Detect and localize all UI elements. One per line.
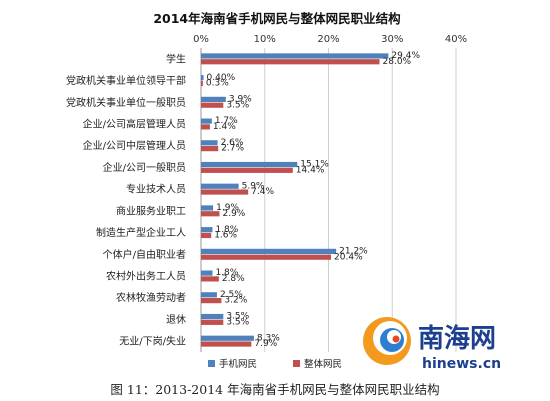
- bar-overall: [201, 298, 222, 304]
- bar-overall: [201, 211, 220, 217]
- bar-mobile: [201, 96, 226, 102]
- bar-mobile: [201, 227, 213, 233]
- bar-series: [201, 53, 389, 347]
- x-axis-ticks: 0% 10% 20% 30% 40%: [193, 34, 467, 45]
- bar-mobile: [201, 313, 224, 320]
- data-label: 3.9%: [229, 94, 252, 104]
- data-label: 7.9%: [254, 339, 277, 349]
- data-label: 28.0%: [383, 57, 412, 67]
- bar-mobile: [201, 161, 298, 168]
- brand-url: hinews.cn: [422, 356, 501, 372]
- category-label: 党政机关事业单位一般职员: [66, 96, 186, 109]
- category-label: 学生: [166, 52, 186, 65]
- data-label: 0.3%: [206, 79, 229, 89]
- brand-text: 南海网: [418, 324, 496, 354]
- x-tick-label: 0%: [193, 34, 209, 45]
- data-label: 15.1%: [300, 160, 329, 170]
- chart-title: 2014年海南省手机网民与整体网民职业结构: [153, 11, 400, 26]
- bar-mobile: [201, 53, 389, 59]
- data-label: 1.8%: [215, 268, 238, 278]
- bar-overall: [201, 146, 219, 152]
- bar-overall: [201, 102, 224, 108]
- data-label: 2.5%: [220, 290, 243, 300]
- legend-swatch: [293, 360, 300, 367]
- bar-mobile: [201, 118, 212, 124]
- legend: 手机网民 整体网民: [208, 358, 342, 370]
- data-label: 1.7%: [215, 116, 238, 126]
- data-label: 2.8%: [222, 274, 245, 284]
- data-label: 8.3%: [257, 333, 280, 343]
- x-tick-label: 40%: [445, 34, 467, 45]
- data-label: 0.40%: [207, 73, 236, 83]
- bar-mobile: [201, 205, 214, 211]
- data-label: 7.4%: [251, 187, 274, 197]
- x-tick-label: 20%: [317, 34, 339, 45]
- bar-overall: [201, 124, 210, 130]
- bar-overall: [201, 59, 380, 65]
- x-tick-label: 10%: [254, 34, 276, 45]
- data-label: 1.8%: [215, 225, 238, 235]
- nanhai-logo: 南海网 hinews.cn: [363, 317, 501, 372]
- category-label: 企业/公司中层管理人员: [83, 139, 186, 152]
- bar-overall: [201, 167, 293, 173]
- bar-mobile: [201, 140, 218, 146]
- data-label: 20.4%: [334, 252, 363, 262]
- data-label: 2.6%: [221, 138, 244, 148]
- category-label: 专业技术人员: [126, 183, 186, 196]
- data-label: 21.2%: [339, 246, 368, 256]
- bar-mobile: [201, 292, 217, 298]
- category-label: 商业服务业职工: [116, 204, 186, 217]
- data-label: 2.9%: [222, 209, 245, 219]
- legend-label: 整体网民: [304, 358, 342, 370]
- data-label: 3.5%: [226, 312, 249, 322]
- bar-overall: [201, 189, 249, 195]
- bar-mobile: [201, 335, 254, 341]
- data-label: 1.9%: [216, 203, 239, 213]
- category-label: 制造生产型企业工人: [96, 226, 186, 239]
- figure-caption: 图 11：2013-2014 年海南省手机网民与整体网民职业结构: [110, 382, 440, 397]
- data-label: 1.4%: [213, 122, 236, 132]
- category-label: 个体户/自由职业者: [103, 248, 186, 261]
- data-label: 14.4%: [296, 165, 325, 175]
- bar-overall: [201, 80, 203, 87]
- bar-mobile: [201, 75, 204, 81]
- category-label: 农林牧渔劳动者: [116, 291, 186, 304]
- bar-overall: [201, 276, 219, 282]
- legend-swatch: [208, 360, 215, 367]
- data-label: 1.6%: [214, 231, 237, 241]
- category-label: 企业/公司高层管理人员: [83, 118, 186, 131]
- category-label: 企业/公司一般职员: [103, 161, 186, 174]
- data-label: 5.9%: [242, 181, 265, 191]
- category-label: 无业/下岗/失业: [119, 335, 186, 348]
- bar-mobile: [201, 183, 239, 189]
- bar-mobile: [201, 270, 213, 276]
- bar-overall: [201, 319, 224, 325]
- bar-mobile: [201, 248, 337, 254]
- data-label: 2.7%: [221, 144, 244, 154]
- swirl-logo-icon: [363, 317, 411, 365]
- data-label: 3.5%: [226, 100, 249, 110]
- bar-overall: [201, 254, 332, 260]
- category-label: 农村外出务工人员: [106, 270, 186, 283]
- bar-overall: [201, 341, 252, 347]
- data-label: 3.5%: [226, 317, 249, 327]
- data-labels: 29.4%28.0%0.40%0.3%3.9%3.5%1.7%1.4%2.6%2…: [206, 51, 421, 349]
- category-label: 退休: [166, 314, 186, 326]
- category-labels: 学生党政机关事业单位领导干部党政机关事业单位一般职员企业/公司高层管理人员企业/…: [66, 52, 186, 347]
- data-label: 3.2%: [224, 296, 247, 306]
- data-label: 29.4%: [391, 51, 420, 61]
- x-tick-label: 30%: [381, 34, 403, 45]
- bar-overall: [201, 232, 212, 239]
- legend-label: 手机网民: [219, 358, 257, 370]
- category-label: 党政机关事业单位领导干部: [66, 74, 186, 87]
